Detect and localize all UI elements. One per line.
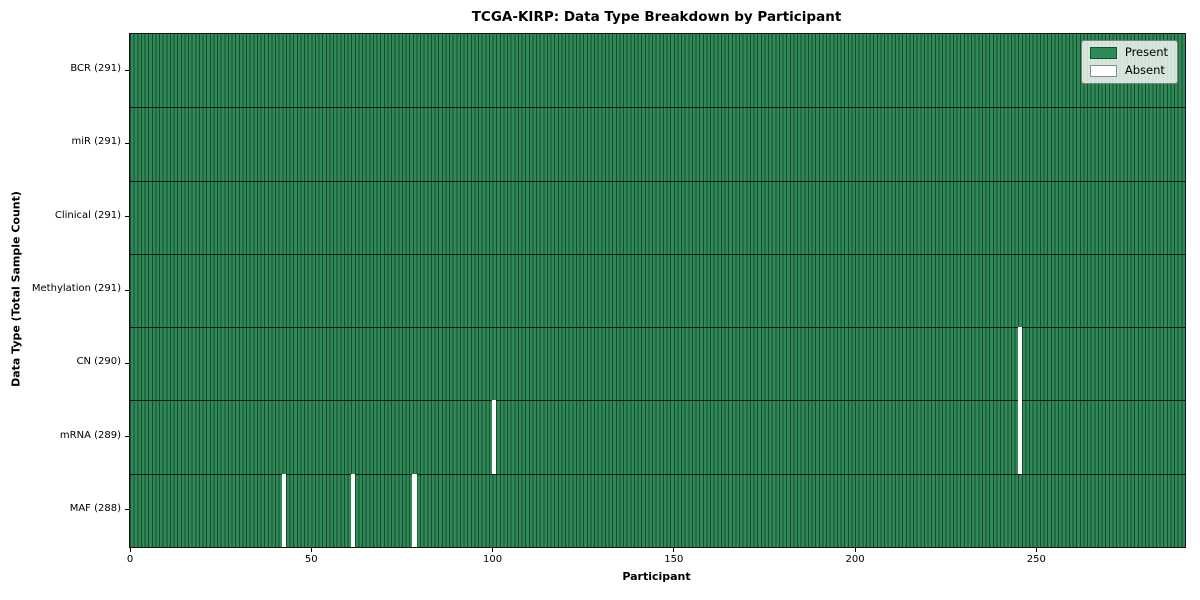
legend-swatch-absent-icon: [1089, 65, 1117, 77]
x-tick-200: [854, 548, 856, 552]
row-separator: [130, 180, 1185, 182]
y-tick-mRNA: [125, 436, 129, 438]
row-separator: [130, 400, 1185, 402]
absent-bar-CN-245: [1017, 327, 1023, 401]
legend-label-present: Present: [1124, 45, 1168, 60]
x-tick-100: [492, 548, 494, 552]
x-axis-label: Participant: [622, 570, 691, 583]
x-tick-label-100: 100: [482, 554, 503, 565]
x-tick-label-250: 250: [1026, 554, 1046, 565]
absent-bar-MAF-78: [412, 473, 417, 547]
legend-label-absent: Absent: [1124, 63, 1165, 78]
x-tick-label-200: 200: [845, 554, 865, 565]
y-tick-MAF: [125, 509, 129, 511]
x-tick-0: [129, 548, 131, 552]
y-tick-CN: [125, 362, 129, 364]
absent-bar-mRNA-245: [1017, 400, 1023, 474]
y-tick-label-miR: miR (291): [71, 136, 121, 148]
legend-swatch-present-icon: [1089, 47, 1117, 59]
x-tick-50: [310, 548, 312, 552]
y-tick-label-CN: CN (290): [76, 356, 121, 368]
absent-bar-MAF-61: [350, 473, 356, 547]
y-tick-label-Methylation: Methylation (291): [31, 283, 121, 294]
chart-title: TCGA-KIRP: Data Type Breakdown by Partic…: [471, 9, 842, 25]
row-separator: [130, 107, 1185, 109]
y-tick-Methylation: [125, 289, 129, 291]
absent-bar-mRNA-100: [492, 400, 497, 474]
row-separator: [130, 327, 1185, 329]
legend: Present Absent: [1080, 40, 1178, 84]
plot-area: Present Absent: [129, 33, 1186, 548]
y-tick-label-Clinical: Clinical (291): [54, 209, 121, 221]
x-tick-label-150: 150: [664, 554, 684, 565]
row-separator: [130, 473, 1185, 475]
y-tick-miR: [125, 142, 129, 144]
x-tick-250: [1035, 548, 1037, 552]
x-tick-150: [673, 548, 675, 552]
y-tick-label-BCR: BCR (291): [70, 63, 121, 75]
y-tick-label-MAF: MAF (288): [69, 502, 121, 514]
x-tick-label-50: 50: [304, 554, 318, 565]
x-tick-label-0: 0: [126, 554, 134, 565]
row-separator: [130, 253, 1185, 255]
absent-bar-MAF-42: [281, 473, 287, 547]
legend-entry-absent: Absent: [1089, 63, 1168, 78]
y-tick-label-mRNA: mRNA (289): [59, 429, 121, 441]
y-tick-BCR: [125, 69, 129, 71]
legend-entry-present: Present: [1089, 45, 1168, 60]
y-tick-Clinical: [125, 216, 129, 218]
